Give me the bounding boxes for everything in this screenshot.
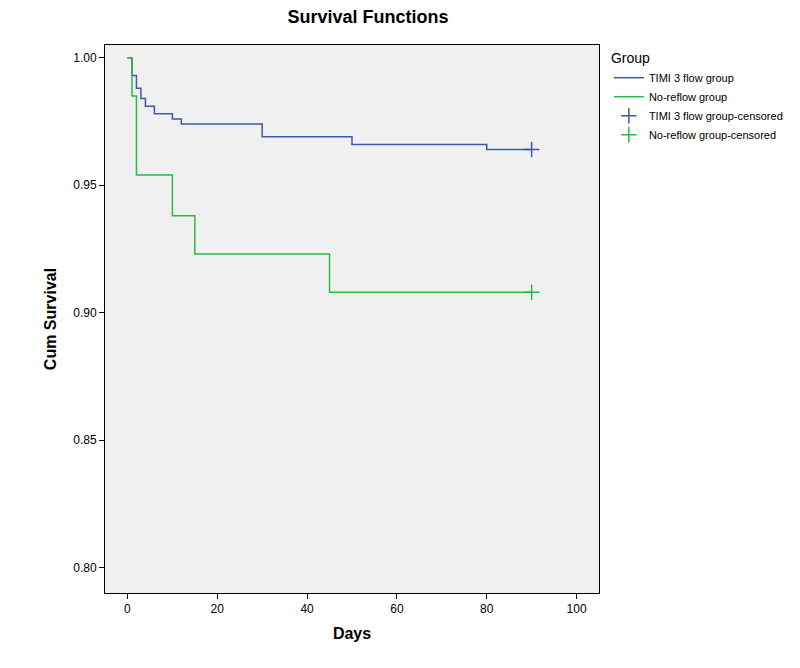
svg-text:No-reflow group-censored: No-reflow group-censored <box>649 129 776 141</box>
svg-text:60: 60 <box>390 602 404 616</box>
svg-text:Survival Functions: Survival Functions <box>287 7 448 27</box>
svg-text:TIMI 3 flow group-censored: TIMI 3 flow group-censored <box>649 110 783 122</box>
svg-text:0.90: 0.90 <box>73 306 97 320</box>
svg-text:Cum Survival: Cum Survival <box>42 268 59 370</box>
svg-text:TIMI 3 flow group: TIMI 3 flow group <box>649 72 734 84</box>
svg-text:40: 40 <box>300 602 314 616</box>
svg-text:No-reflow group: No-reflow group <box>649 91 727 103</box>
svg-text:0.80: 0.80 <box>73 561 97 575</box>
svg-text:0.95: 0.95 <box>73 178 97 192</box>
svg-text:Days: Days <box>333 625 371 642</box>
svg-text:1.00: 1.00 <box>73 51 97 65</box>
svg-text:0: 0 <box>124 602 131 616</box>
svg-text:100: 100 <box>567 602 587 616</box>
svg-text:0.85: 0.85 <box>73 433 97 447</box>
svg-text:Group: Group <box>611 50 650 66</box>
svg-text:80: 80 <box>480 602 494 616</box>
svg-text:20: 20 <box>211 602 225 616</box>
